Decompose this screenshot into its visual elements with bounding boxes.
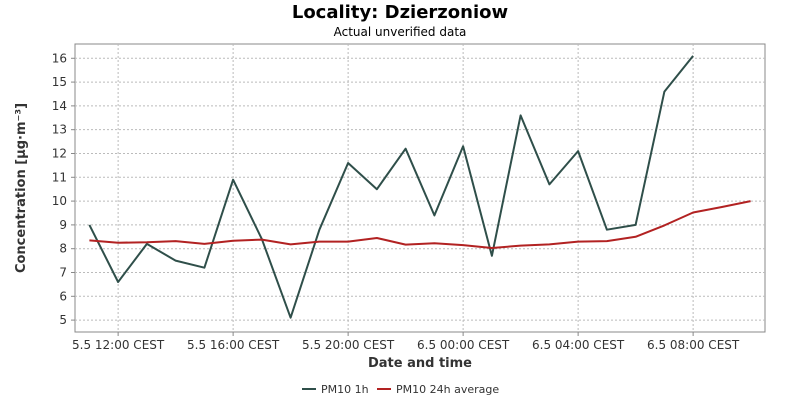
x-tick-label: 6.5 04:00 CEST — [532, 338, 625, 352]
series-line-0 — [88, 55, 694, 319]
x-tick-label: 5.5 20:00 CEST — [302, 338, 395, 352]
y-tick-label: 6 — [59, 289, 67, 303]
chart-title: Locality: Dzierzoniow — [292, 2, 508, 23]
y-tick-label: 15 — [52, 75, 67, 89]
y-tick-label: 8 — [59, 242, 67, 256]
x-tick-label: 5.5 12:00 CEST — [72, 338, 165, 352]
y-tick-label: 7 — [59, 265, 67, 279]
plot-area — [74, 43, 766, 333]
series-lines — [88, 55, 751, 319]
y-tick-label: 11 — [52, 170, 67, 184]
y-tick-label: 10 — [52, 194, 67, 208]
x-axis-label: Date and time — [368, 356, 472, 371]
legend-label: PM10 1h — [321, 383, 369, 396]
x-tick-label: 6.5 08:00 CEST — [647, 338, 740, 352]
x-axis-ticks: 5.5 12:00 CEST 5.5 16:00 CEST 5.5 20:00 CE… — [72, 332, 740, 352]
y-axis-ticks: 5 6 7 8 9 10 11 12 13 14 15 16 — [52, 51, 75, 327]
y-tick-label: 5 — [59, 313, 67, 327]
y-tick-label: 13 — [52, 123, 67, 137]
series-line-1 — [89, 200, 751, 249]
x-tick-label: 6.5 00:00 CEST — [417, 338, 510, 352]
y-tick-label: 12 — [52, 146, 67, 160]
legend-label: PM10 24h average — [396, 383, 499, 396]
y-tick-label: 14 — [52, 99, 67, 113]
x-tick-label: 5.5 16:00 CEST — [187, 338, 280, 352]
y-axis-label: Concentration [µg·m⁻³] — [14, 103, 29, 273]
legend: PM10 1h PM10 24h average — [302, 383, 499, 396]
y-tick-label: 16 — [52, 51, 67, 65]
chart-subtitle: Actual unverified data — [334, 25, 467, 39]
grid-lines — [75, 44, 765, 332]
y-tick-label: 9 — [59, 218, 67, 232]
